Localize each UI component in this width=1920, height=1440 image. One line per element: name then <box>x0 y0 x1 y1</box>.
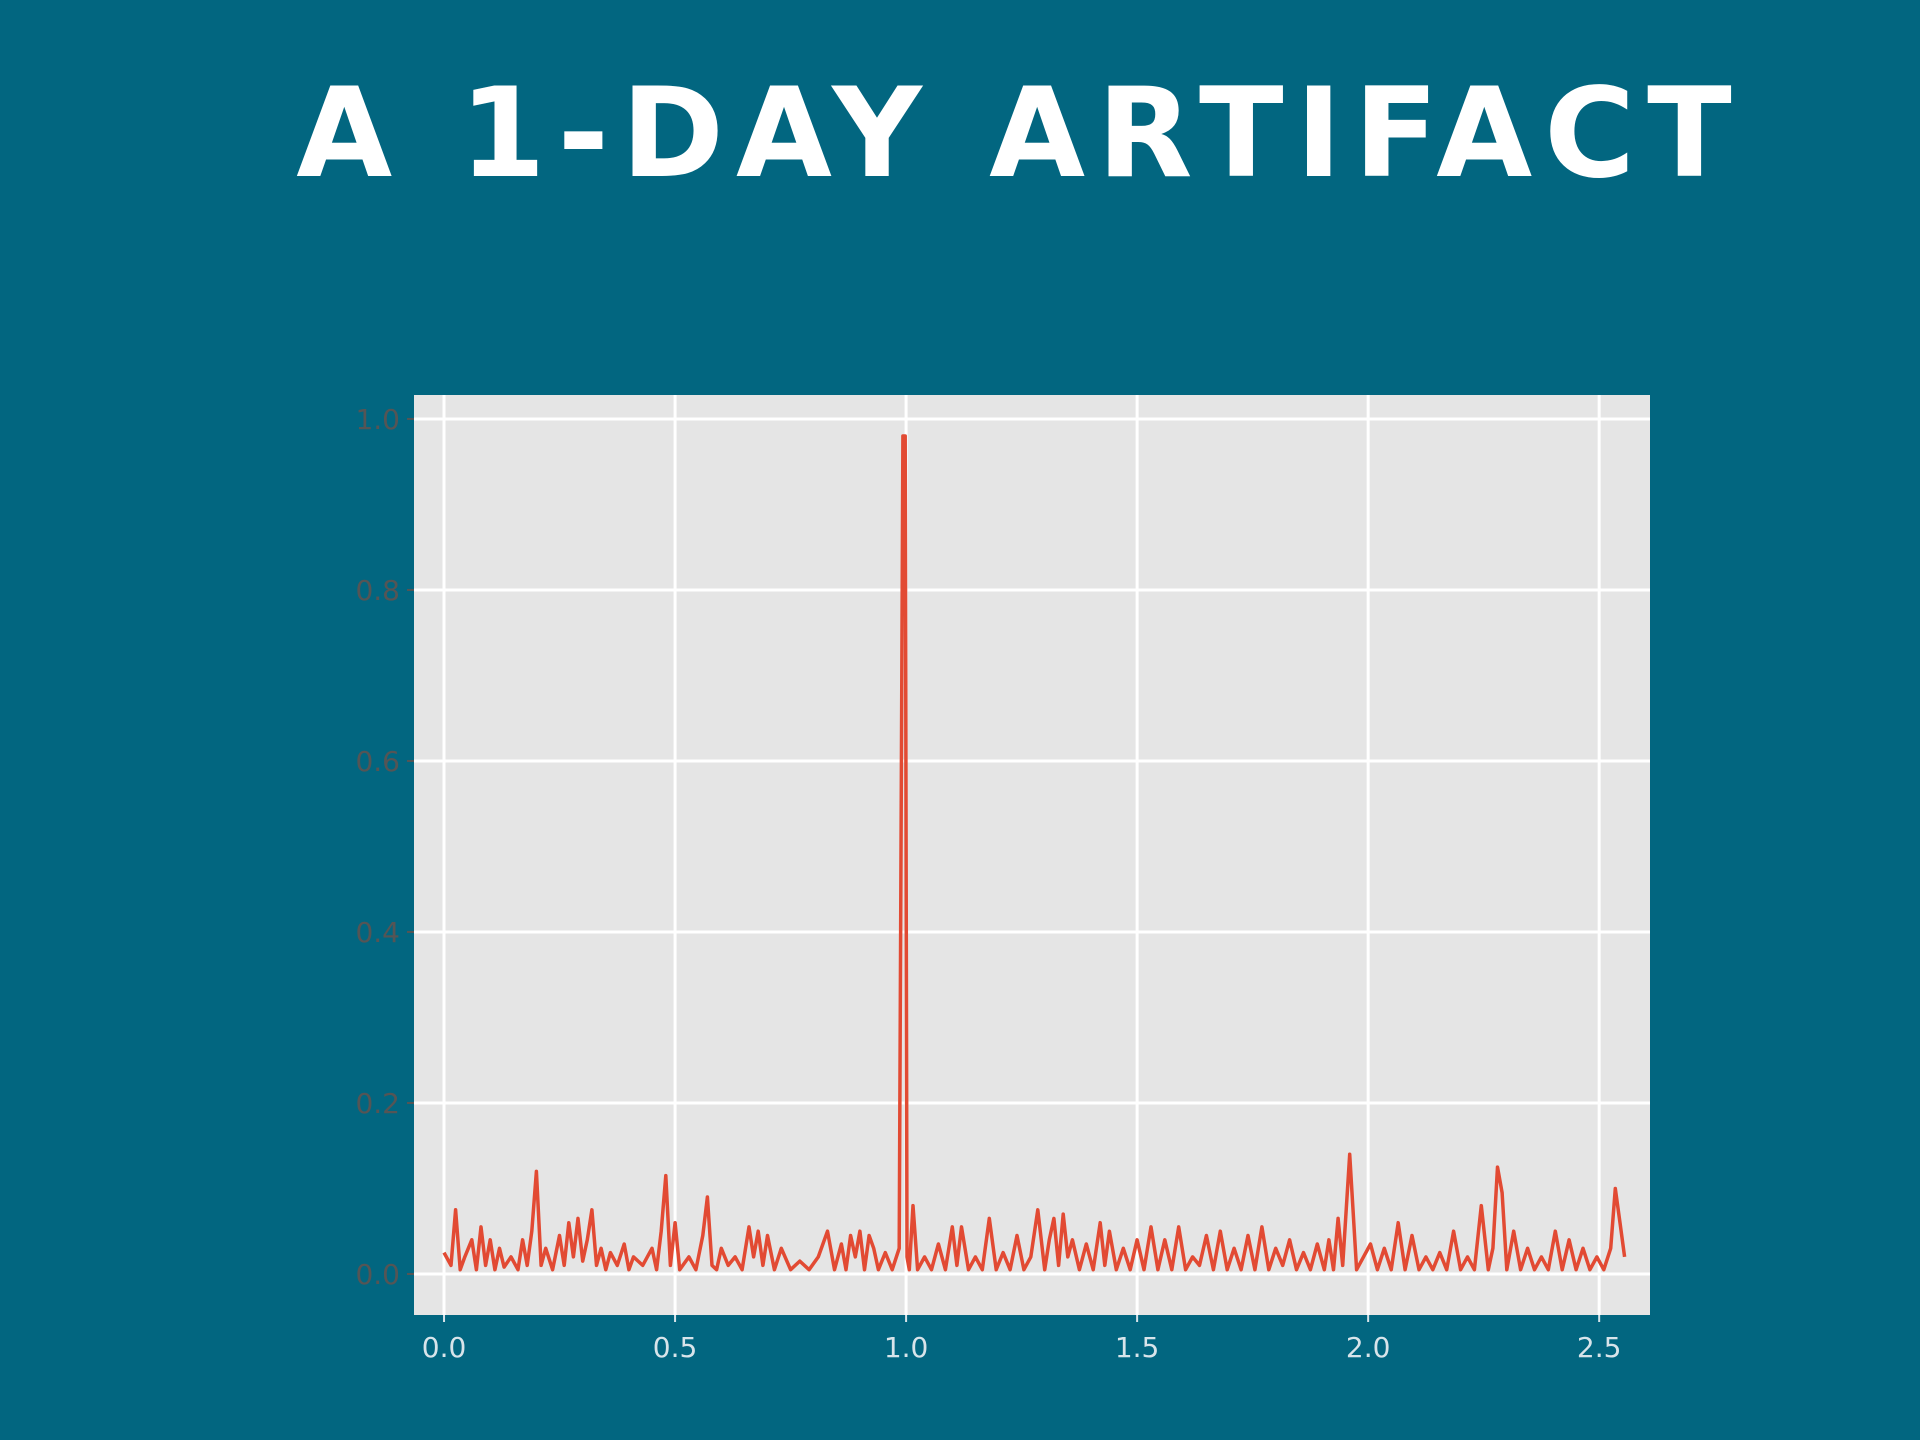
x-axis-ticks: 0.0 0.5 1.0 1.5 2.0 2.5 <box>422 1315 1622 1364</box>
series-line <box>442 434 1627 1272</box>
y-tick-label: 0.0 <box>355 1258 400 1291</box>
plot-area <box>414 395 1650 1315</box>
y-tick-label: 0.2 <box>355 1087 400 1120</box>
x-tick-label: 2.5 <box>1577 1331 1622 1364</box>
x-tick-label: 0.5 <box>653 1331 698 1364</box>
x-tick-label: 1.0 <box>884 1331 929 1364</box>
x-tick-label: 0.0 <box>422 1331 467 1364</box>
y-tick-label: 1.0 <box>355 403 400 436</box>
series-group <box>442 434 1627 1272</box>
x-tick-label: 1.5 <box>1115 1331 1160 1364</box>
y-axis-ticks: 0.0 0.2 0.4 0.6 0.8 1.0 <box>355 403 414 1291</box>
x-tick-label: 2.0 <box>1346 1331 1391 1364</box>
y-tick-label: 0.6 <box>355 745 400 778</box>
y-tick-label: 0.8 <box>355 574 400 607</box>
y-tick-label: 0.4 <box>355 916 400 949</box>
slide-title: A 1-Day Artifact <box>296 62 1744 206</box>
